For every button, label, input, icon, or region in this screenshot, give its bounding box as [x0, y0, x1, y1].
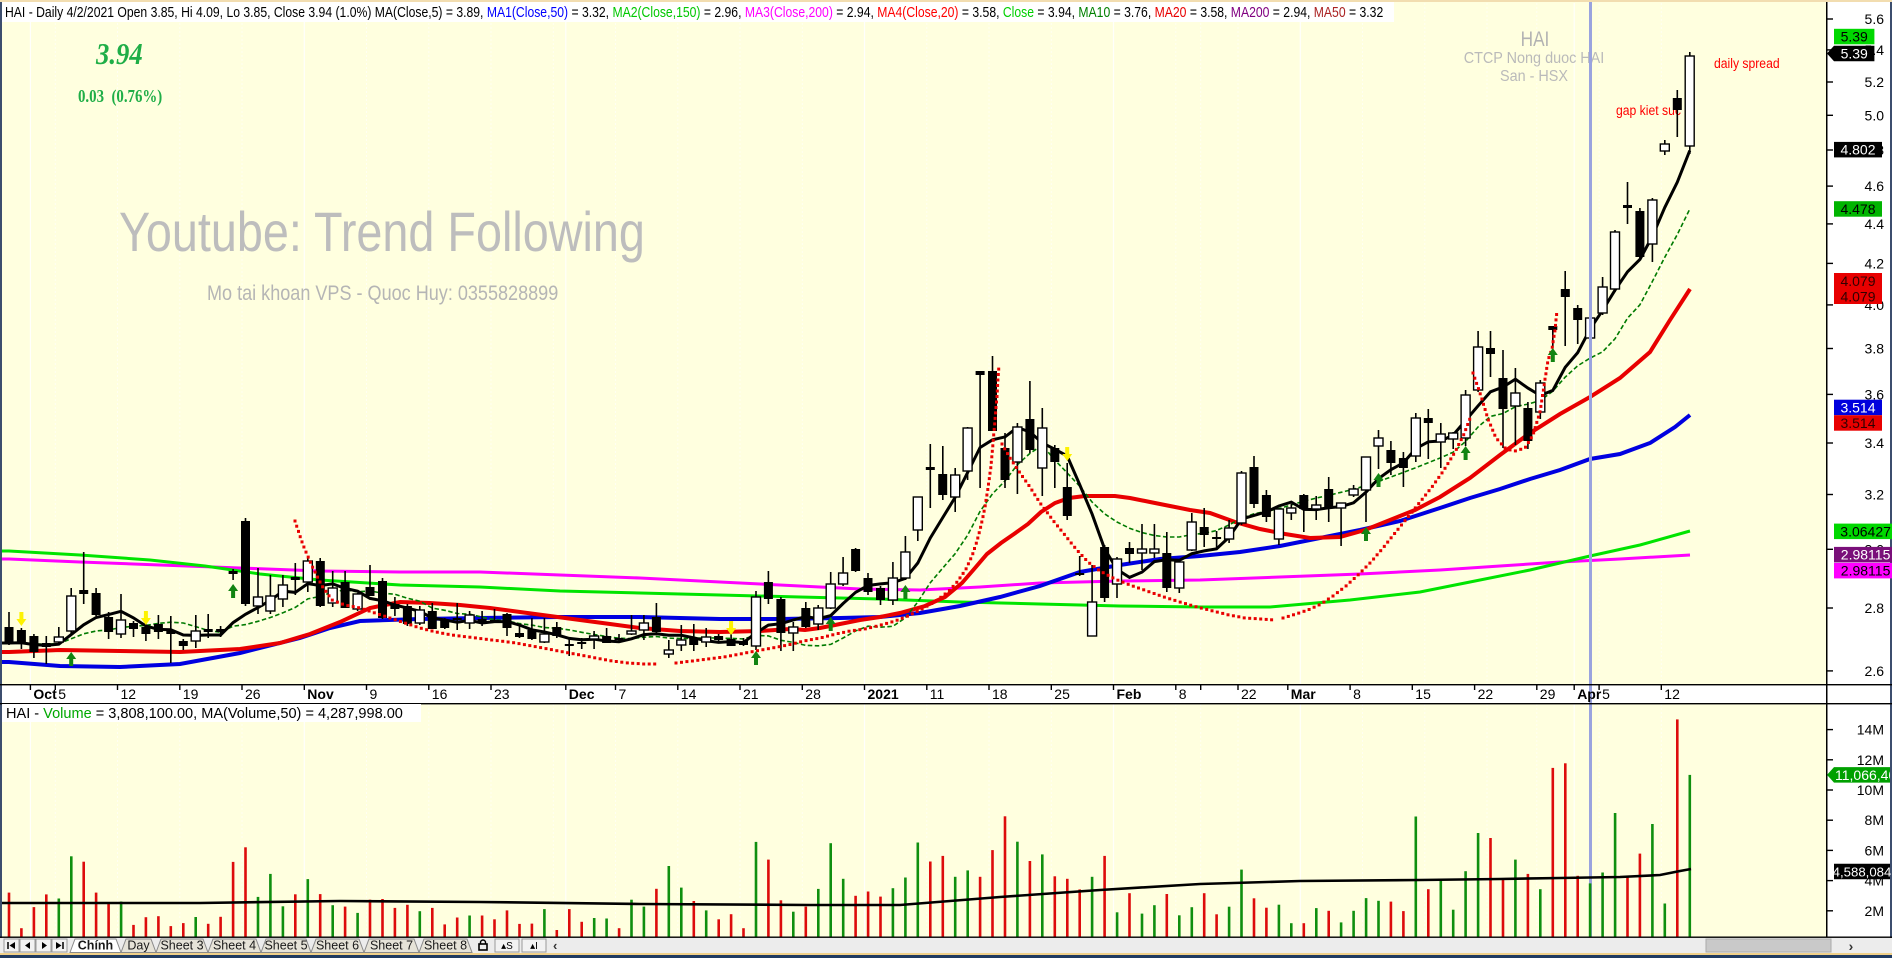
svg-text:2.98115: 2.98115	[1841, 547, 1891, 563]
svg-text:3.514: 3.514	[1840, 400, 1875, 416]
svg-text:▴I: ▴I	[530, 941, 538, 952]
svg-text:›: ›	[1849, 938, 1854, 954]
svg-text:28: 28	[805, 686, 821, 702]
svg-text:4.4: 4.4	[1865, 216, 1885, 232]
svg-text:3.514: 3.514	[1840, 415, 1875, 431]
svg-text:11: 11	[930, 686, 945, 702]
svg-text:22: 22	[1241, 686, 1257, 702]
svg-text:26: 26	[245, 686, 261, 702]
svg-text:5.2: 5.2	[1865, 74, 1885, 90]
svg-text:Sheet 3: Sheet 3	[160, 939, 203, 953]
svg-text:2.98115: 2.98115	[1841, 563, 1891, 579]
svg-text:HAI - Daily 4/2/2021 Open 3.85: HAI - Daily 4/2/2021 Open 3.85, Hi 4.09,…	[5, 4, 1383, 20]
svg-text:8: 8	[1353, 686, 1361, 702]
svg-text:4.2: 4.2	[1865, 255, 1885, 271]
svg-text:14M: 14M	[1857, 722, 1884, 738]
svg-text:HAI: HAI	[1521, 29, 1550, 52]
svg-text:10M: 10M	[1857, 782, 1884, 798]
svg-text:5.39: 5.39	[1841, 46, 1868, 62]
svg-text:12M: 12M	[1857, 752, 1884, 768]
svg-text:Nov: Nov	[307, 686, 334, 702]
svg-text:12: 12	[1664, 686, 1680, 702]
svg-text:3.8: 3.8	[1865, 341, 1885, 357]
svg-text:0.03 (0.76%): 0.03 (0.76%)	[78, 87, 162, 106]
svg-text:Chính: Chính	[78, 939, 113, 953]
svg-text:25: 25	[1054, 686, 1070, 702]
svg-text:15: 15	[1415, 686, 1431, 702]
svg-text:9: 9	[370, 686, 378, 702]
svg-text:11,066,400: 11,066,400	[1835, 767, 1892, 783]
svg-text:3.2: 3.2	[1865, 487, 1885, 503]
svg-text:gap kiet suc: gap kiet suc	[1616, 102, 1681, 118]
svg-text:21: 21	[743, 686, 759, 702]
svg-text:4,588,084: 4,588,084	[1833, 865, 1892, 880]
svg-text:29: 29	[1540, 686, 1556, 702]
svg-text:San - HSX: San - HSX	[1500, 67, 1568, 85]
svg-text:Mo tai khoan VPS - Quoc Huy: 0: Mo tai khoan VPS - Quoc Huy: 0355828899	[207, 282, 558, 306]
svg-text:16: 16	[432, 686, 448, 702]
svg-text:2.8: 2.8	[1865, 600, 1885, 616]
svg-text:Sheet 4: Sheet 4	[213, 939, 256, 953]
svg-text:7: 7	[619, 686, 627, 702]
svg-text:4.6: 4.6	[1865, 178, 1885, 194]
svg-text:5.39: 5.39	[1841, 29, 1868, 45]
svg-text:5.0: 5.0	[1865, 107, 1885, 123]
svg-text:Day: Day	[127, 939, 150, 953]
svg-text:19: 19	[183, 686, 199, 702]
svg-text:14: 14	[681, 686, 697, 702]
svg-text:23: 23	[494, 686, 510, 702]
svg-text:Mar: Mar	[1291, 686, 1316, 702]
svg-text:12: 12	[121, 686, 137, 702]
svg-text:Youtube: Trend Following: Youtube: Trend Following	[119, 200, 645, 263]
svg-text:CTCP Nong duoc HAI: CTCP Nong duoc HAI	[1464, 49, 1605, 67]
svg-text:Dec: Dec	[569, 686, 595, 702]
svg-text:22: 22	[1478, 686, 1494, 702]
svg-text:3.06427: 3.06427	[1840, 523, 1891, 539]
svg-text:HAI - Volume = 3,808,100.00, M: HAI - Volume = 3,808,100.00, MA(Volume,5…	[6, 706, 403, 722]
svg-text:‹: ‹	[553, 938, 557, 953]
svg-text:2M: 2M	[1865, 903, 1884, 919]
svg-text:▴S: ▴S	[501, 941, 513, 952]
svg-text:Sheet 6: Sheet 6	[316, 939, 359, 953]
svg-text:Oct: Oct	[33, 686, 57, 702]
svg-text:daily spread: daily spread	[1714, 55, 1780, 71]
svg-text:5: 5	[1602, 686, 1610, 702]
svg-text:Sheet 8: Sheet 8	[424, 939, 467, 953]
svg-text:4.079: 4.079	[1840, 273, 1875, 289]
svg-text:2021: 2021	[868, 686, 899, 702]
svg-text:Sheet 7: Sheet 7	[370, 939, 413, 953]
svg-text:18: 18	[992, 686, 1008, 702]
svg-text:6M: 6M	[1865, 842, 1884, 858]
svg-text:3.6: 3.6	[1865, 386, 1885, 402]
svg-text:4.802: 4.802	[1840, 142, 1875, 158]
svg-text:Sheet 5: Sheet 5	[264, 939, 307, 953]
svg-text:3.94: 3.94	[95, 37, 143, 71]
svg-text:5: 5	[58, 686, 66, 702]
svg-text:5.6: 5.6	[1865, 11, 1885, 27]
svg-text:8: 8	[1179, 686, 1187, 702]
svg-text:2.6: 2.6	[1865, 663, 1885, 679]
svg-text:8M: 8M	[1865, 812, 1884, 828]
svg-text:Feb: Feb	[1117, 686, 1142, 702]
svg-text:Apr: Apr	[1577, 686, 1602, 702]
svg-text:3.4: 3.4	[1865, 435, 1885, 451]
svg-text:4.478: 4.478	[1840, 201, 1875, 217]
svg-text:4.079: 4.079	[1840, 288, 1875, 304]
